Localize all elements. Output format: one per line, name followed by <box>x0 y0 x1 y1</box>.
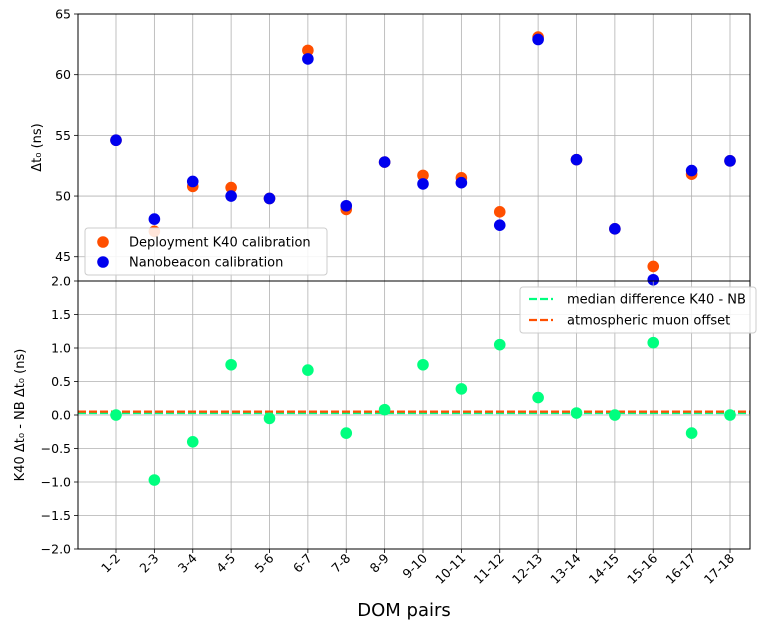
nb-point <box>570 153 583 166</box>
bottom-ytick-label: 1.5 <box>51 307 71 322</box>
bottom-ytick-label: −0.5 <box>41 441 71 456</box>
xtick-label: 10-11 <box>432 551 468 587</box>
k40-point <box>225 181 237 194</box>
bottom-legend: median difference K40 - NB atmospheric mu… <box>519 286 757 334</box>
k40-point <box>417 169 429 182</box>
diff-point <box>340 427 353 439</box>
xtick-label: 6-7 <box>290 551 315 576</box>
diff-point <box>378 403 391 416</box>
nb-point <box>186 175 199 188</box>
diff-point <box>532 391 544 404</box>
xlabel: DOM pairs <box>357 600 451 621</box>
diff-point <box>148 474 161 486</box>
xtick-label: 9-10 <box>399 550 430 581</box>
xtick-label: 16-17 <box>662 551 698 587</box>
bottom-ytick-label: −1.5 <box>41 508 71 523</box>
xtick-label: 1-2 <box>98 551 123 576</box>
nb-point <box>493 219 506 231</box>
bottom-ytick-label: 1.0 <box>51 341 71 356</box>
top-ytick-label: 60 <box>55 67 71 82</box>
top-ytick-label: 45 <box>55 249 71 264</box>
k40-point <box>302 44 314 57</box>
bottom-ylabel: K40 Δt₀ - NB Δt₀ (ns) <box>13 349 28 482</box>
xtick-label: 4-5 <box>213 551 238 576</box>
legend-marker-k40 <box>97 236 109 248</box>
diff-point <box>225 358 237 371</box>
bottom-legend-box <box>519 286 757 334</box>
bottom-ytick-label: 0.5 <box>51 374 71 389</box>
nb-point <box>455 176 468 189</box>
nb-point <box>647 273 660 286</box>
xtick-label: 17-18 <box>701 550 737 586</box>
bottom-ytick-label: −1.0 <box>41 475 71 490</box>
nb-point <box>148 213 161 225</box>
top-ylabel: Δt₀ (ns) <box>30 123 45 172</box>
xtick-label: 14-15 <box>586 551 622 587</box>
top-ytick-label: 50 <box>55 189 71 204</box>
bottom-ytick-label: −2.0 <box>41 542 71 557</box>
nb-point <box>378 156 391 168</box>
k40-point <box>647 260 660 273</box>
diff-point <box>493 338 506 351</box>
xtick-label: 12-13 <box>509 551 545 587</box>
diff-point <box>186 436 199 448</box>
top-panel: 45 50 55 60 65 Δt₀ (ns) Deployment K40 calibra… <box>30 7 751 286</box>
diff-point <box>647 336 660 349</box>
nb-point <box>724 155 736 167</box>
nb-point <box>417 178 429 190</box>
nb-point <box>225 190 237 202</box>
xtick-label: 2-3 <box>136 551 161 576</box>
xtick-label: 13-14 <box>547 550 583 586</box>
nb-point <box>263 192 276 205</box>
k40-point <box>493 206 506 218</box>
xtick-label: 15-16 <box>624 550 660 586</box>
xtick-label: 8-9 <box>367 550 392 575</box>
xtick-label: 3-4 <box>175 550 200 575</box>
legend-label-muon: atmospheric muon offset <box>567 314 730 329</box>
top-ytick-label: 65 <box>55 7 71 22</box>
diff-point <box>110 409 122 421</box>
diff-point <box>685 427 698 439</box>
nb-point <box>609 223 621 235</box>
bottom-ytick-label: 0.0 <box>51 408 71 423</box>
nb-point <box>340 199 353 212</box>
top-legend: Deployment K40 calibration Nanobeacon cal… <box>84 227 328 276</box>
nb-point <box>532 33 544 46</box>
nb-point <box>685 164 698 177</box>
bottom-ytick-label: 2.0 <box>51 274 71 289</box>
nb-point <box>110 134 122 147</box>
xtick-label: 5-6 <box>252 550 277 575</box>
top-legend-box <box>84 227 328 276</box>
xtick-label: 11-12 <box>471 551 507 587</box>
nb-point <box>302 53 314 65</box>
diff-point <box>455 383 468 395</box>
legend-label-k40: Deployment K40 calibration <box>129 236 311 251</box>
diff-point <box>263 412 276 425</box>
diff-point <box>609 409 621 421</box>
diff-point <box>302 364 314 376</box>
legend-label-nb: Nanobeacon calibration <box>129 256 283 271</box>
top-ytick-label: 55 <box>55 128 71 143</box>
legend-marker-nb <box>97 256 109 268</box>
bottom-panel: −2.0 −1.5 −1.0 −0.5 0.0 0.5 1.0 1.5 2.0 K40 Δt₀ -… <box>13 274 757 621</box>
diff-point <box>724 409 736 421</box>
diff-point <box>570 407 583 419</box>
bottom-frame <box>77 280 751 550</box>
diff-point <box>417 358 429 371</box>
legend-label-median: median difference K40 - NB <box>567 293 746 308</box>
xtick-label: 7-8 <box>328 550 353 575</box>
